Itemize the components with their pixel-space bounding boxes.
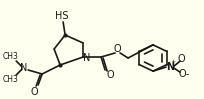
- Text: N: N: [83, 53, 91, 63]
- Text: O: O: [177, 54, 185, 64]
- Text: +: +: [170, 59, 176, 64]
- Text: O: O: [106, 70, 114, 80]
- Text: O-: O-: [178, 69, 190, 79]
- Text: O: O: [30, 87, 38, 97]
- Text: N: N: [166, 62, 174, 72]
- Text: N: N: [20, 63, 28, 73]
- Text: O: O: [113, 44, 121, 54]
- Text: CH3: CH3: [2, 76, 18, 85]
- Text: HS: HS: [55, 11, 69, 21]
- Text: CH3: CH3: [2, 51, 18, 60]
